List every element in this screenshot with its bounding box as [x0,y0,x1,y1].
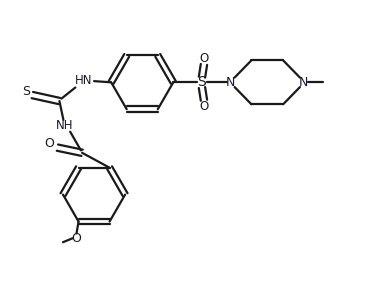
Text: O: O [199,100,209,113]
Text: O: O [72,232,82,245]
Text: O: O [44,137,54,150]
Text: O: O [199,52,209,65]
Text: N: N [299,76,308,89]
Text: S: S [22,84,30,98]
Text: N: N [226,76,235,89]
Text: NH: NH [55,119,73,132]
Text: HN: HN [75,74,93,87]
Text: S: S [198,75,206,89]
